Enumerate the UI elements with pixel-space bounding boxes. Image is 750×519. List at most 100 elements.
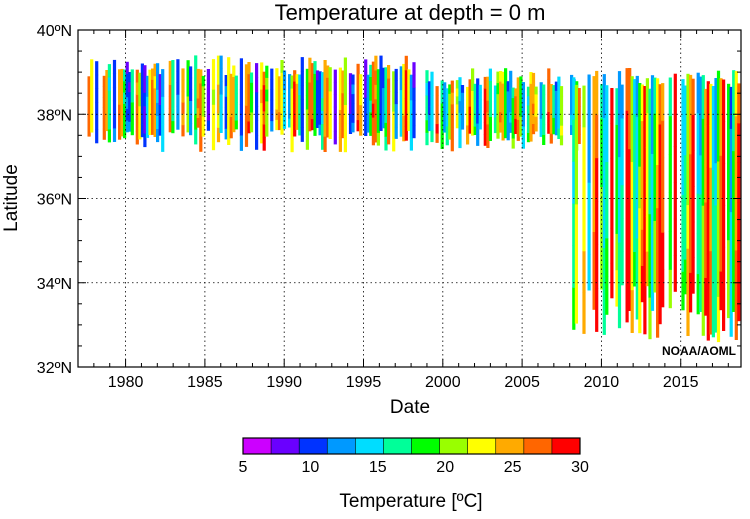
- data-cell: [443, 107, 447, 116]
- data-cell: [460, 114, 465, 123]
- data-cell: [630, 289, 634, 333]
- data-cell: [499, 91, 503, 102]
- data-cell: [526, 114, 531, 124]
- data-cell: [105, 90, 109, 101]
- data-cell: [249, 92, 254, 103]
- data-cell: [602, 117, 606, 162]
- data-cell: [387, 91, 391, 105]
- data-cell: [244, 119, 249, 134]
- x-tick-label: 2015: [663, 374, 699, 391]
- x-tick-label: 2000: [425, 374, 461, 391]
- data-cell: [716, 115, 721, 162]
- data-cell: [356, 63, 360, 76]
- data-cell: [547, 68, 551, 80]
- colorbar-swatch: [439, 438, 468, 454]
- data-cell: [338, 109, 342, 124]
- data-cell: [161, 137, 165, 152]
- data-cell: [643, 127, 647, 169]
- data-cell: [407, 100, 411, 111]
- data-cell: [145, 75, 150, 87]
- data-cell: [125, 85, 129, 98]
- data-cell: [638, 124, 642, 167]
- data-cell: [504, 68, 508, 81]
- data-cell: [341, 115, 345, 127]
- data-cell: [506, 120, 510, 131]
- data-cell: [199, 83, 203, 98]
- data-cell: [318, 103, 322, 115]
- data-cell: [199, 124, 203, 139]
- data-cell: [359, 114, 363, 126]
- data-cell: [407, 89, 411, 101]
- data-cell: [282, 99, 287, 110]
- data-cell: [181, 68, 185, 81]
- data-cell: [643, 86, 647, 128]
- data-cell: [577, 125, 581, 135]
- data-cell: [247, 73, 251, 86]
- data-cell: [194, 129, 198, 145]
- data-cell: [650, 114, 655, 154]
- data-cell: [547, 100, 551, 113]
- data-cell: [656, 250, 660, 295]
- data-cell: [696, 233, 700, 275]
- data-cell: [648, 88, 652, 131]
- data-cell: [709, 125, 713, 168]
- data-cell: [539, 91, 543, 101]
- data-cell: [247, 85, 251, 98]
- data-cell: [574, 243, 578, 284]
- data-cell: [514, 103, 518, 112]
- data-cell: [435, 95, 439, 106]
- data-cell: [407, 110, 411, 121]
- data-cell: [737, 122, 741, 163]
- data-cell: [732, 110, 736, 152]
- data-cell: [509, 101, 513, 113]
- data-cell: [638, 208, 642, 250]
- data-cell: [542, 94, 546, 105]
- data-cell: [471, 90, 475, 103]
- data-cell: [587, 182, 591, 219]
- data-cell: [140, 100, 144, 113]
- data-cell: [326, 77, 330, 90]
- data-cell: [450, 104, 454, 117]
- data-cell: [445, 97, 449, 108]
- data-cell: [519, 96, 523, 107]
- data-cell: [145, 96, 150, 107]
- data-cell: [265, 89, 269, 102]
- data-cell: [125, 120, 129, 133]
- data-cell: [531, 113, 536, 124]
- data-cell: [582, 168, 586, 210]
- data-cell: [343, 57, 347, 74]
- data-cell: [570, 124, 574, 135]
- data-cell: [534, 108, 538, 117]
- data-cell: [552, 109, 556, 118]
- data-cell: [189, 100, 193, 113]
- data-cell: [171, 84, 175, 97]
- data-cell: [290, 100, 294, 114]
- data-cell: [572, 161, 576, 204]
- data-cell: [105, 110, 109, 121]
- data-cell: [138, 128, 142, 140]
- data-cell: [120, 91, 124, 103]
- data-cell: [635, 238, 639, 279]
- data-cell: [186, 120, 190, 133]
- data-cell: [102, 118, 106, 130]
- data-cell: [681, 271, 685, 311]
- data-cell: [328, 114, 332, 128]
- data-cell: [683, 155, 688, 191]
- data-cell: [450, 92, 454, 105]
- data-cell: [326, 89, 330, 102]
- data-cell: [486, 88, 490, 101]
- data-cell: [275, 119, 279, 131]
- data-cell: [511, 128, 515, 139]
- data-cell: [574, 164, 578, 205]
- data-cell: [128, 81, 132, 93]
- data-cell: [734, 71, 738, 117]
- data-cell: [483, 111, 487, 123]
- data-cell: [691, 257, 695, 294]
- data-cell: [557, 97, 561, 108]
- data-cell: [653, 256, 657, 293]
- data-cell: [333, 82, 337, 95]
- data-cell: [404, 126, 408, 141]
- data-cell: [483, 76, 487, 89]
- data-cell: [102, 75, 106, 87]
- data-cell: [582, 292, 586, 334]
